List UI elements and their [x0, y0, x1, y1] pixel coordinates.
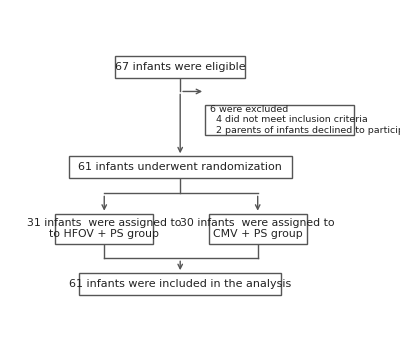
FancyBboxPatch shape [56, 213, 153, 244]
Text: 67 infants were eligible: 67 infants were eligible [115, 62, 246, 72]
Text: 30 infants  were assigned to
CMV + PS group: 30 infants were assigned to CMV + PS gro… [180, 218, 335, 239]
Text: 31 infants  were assigned to
to HFOV + PS group: 31 infants were assigned to to HFOV + PS… [27, 218, 182, 239]
FancyBboxPatch shape [69, 156, 292, 178]
FancyBboxPatch shape [80, 273, 281, 295]
FancyBboxPatch shape [205, 105, 354, 135]
Text: 6 were excluded
  4 did not meet inclusion criteria
  2 parents of infants decli: 6 were excluded 4 did not meet inclusion… [210, 105, 400, 135]
Text: 61 infants underwent randomization: 61 infants underwent randomization [78, 162, 282, 172]
FancyBboxPatch shape [209, 213, 306, 244]
FancyBboxPatch shape [115, 56, 245, 78]
Text: 61 infants were included in the analysis: 61 infants were included in the analysis [69, 279, 291, 289]
